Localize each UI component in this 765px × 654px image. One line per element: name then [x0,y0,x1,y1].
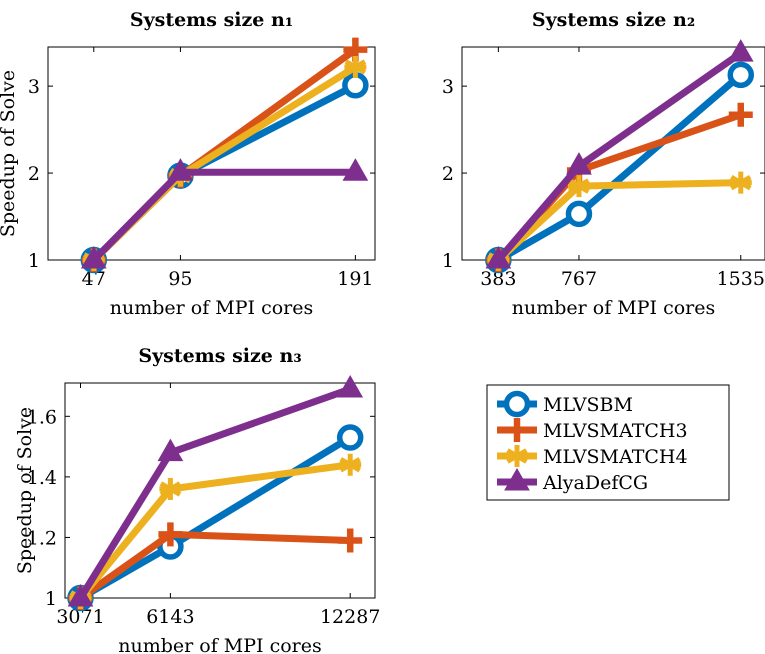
legend-label: MLVSMATCH3 [543,420,688,442]
y-tick-label: 1.6 [27,406,57,428]
y-tick-label: 1 [45,588,57,610]
series-mlvsmatch3 [68,522,363,610]
chart-title: Systems size n₂ [532,9,695,31]
y-axis-label: Speedup of Solve [0,70,19,237]
data-point [567,175,590,198]
data-point [729,171,752,194]
series-mlvsbm [485,61,755,274]
series-alyadefcg [67,375,364,607]
series-mlvsbm [67,424,364,612]
x-tick-label: 383 [480,268,516,290]
x-tick-label: 6143 [146,606,194,628]
data-point [80,245,107,269]
data-point [159,477,182,500]
y-tick-label: 1.4 [27,467,57,489]
legend-entry: MLVSMATCH4 [497,445,688,468]
legend-entry: MLVSMATCH3 [497,418,688,442]
data-point [485,245,512,269]
data-point [157,438,184,462]
chart-panel-3: Systems size n₃ 1 1.2 1.4 1.6 3071 6143 12287 nu… [14,345,380,654]
data-point [338,528,363,553]
y-tick-label: 1 [28,250,40,272]
y-tick-label: 3 [28,76,40,98]
data-point [566,152,592,175]
series-line [496,72,744,264]
data-point [342,158,369,181]
data-point [727,61,755,89]
chart-title: Systems size n₃ [138,345,301,367]
x-tick-label: 1535 [717,268,765,290]
data-point [339,453,362,476]
y-tick-label: 3 [442,76,454,98]
x-axis-label: number of MPI cores [512,297,715,319]
series-mlvsmatch4 [69,453,362,609]
data-point [336,424,364,451]
y-tick-label: 1 [442,250,454,272]
data-point [337,375,364,398]
y-tick-label: 2 [442,163,454,185]
legend-marker [505,418,529,442]
series-line [78,434,353,602]
axes-frame [461,46,765,261]
series-alyadefcg [485,39,754,269]
x-tick-label: 3071 [56,606,104,628]
chart-panel-1: Systems size n₁ 1 2 3 47 95 191 number of MPI c… [0,9,376,319]
data-point [67,583,94,607]
data-point [344,55,367,78]
legend-entry: AlyaDefCG [497,467,648,494]
legend: MLVSBM MLVSMATCH3 MLVSMATCH4 AlyaDefCG [486,384,730,501]
x-tick-label: 47 [82,268,106,290]
axes-frame [47,46,376,261]
legend-entry: MLVSBM [497,390,633,418]
data-point [565,200,593,228]
series-line [91,168,356,263]
legend-marker [506,445,528,467]
legend-marker [503,390,531,418]
data-point [727,39,754,62]
y-tick-label: 2 [28,163,40,185]
series-alyadefcg [80,158,369,269]
data-point [728,102,753,127]
legend-marker [504,467,530,491]
series-mlvsmatch4 [82,55,367,271]
legend-label: MLVSBM [543,394,633,416]
x-axis-label: number of MPI cores [110,297,313,319]
chart-title: Systems size n₁ [130,9,293,31]
x-tick-label: 95 [168,268,192,290]
x-tick-label: 12287 [320,606,380,628]
data-point [167,158,194,181]
y-tick-label: 1.2 [27,527,57,549]
axes-frame [64,382,376,599]
legend-label: AlyaDefCG [542,472,648,494]
legend-label: MLVSMATCH4 [543,446,688,468]
series-line [91,64,358,263]
x-axis-label: number of MPI cores [118,635,321,654]
x-tick-label: 191 [337,268,373,290]
data-point [158,522,183,547]
y-axis-label: Speedup of Solve [14,407,36,574]
x-tick-label: 767 [561,268,597,290]
